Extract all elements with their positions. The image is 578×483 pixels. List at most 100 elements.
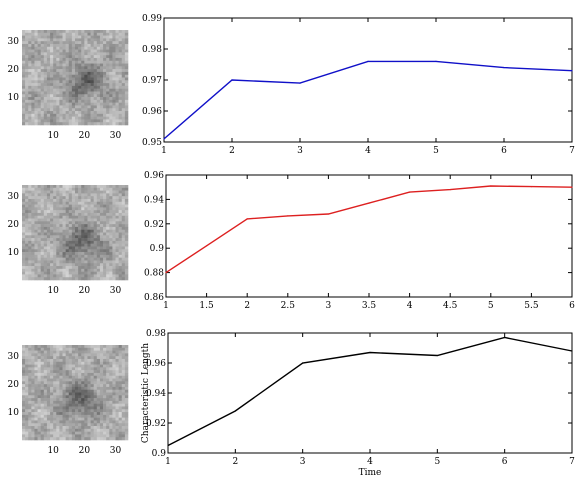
heatmap-cell [87,406,91,410]
heatmap-cell [68,85,73,89]
heatmap-cell [87,38,91,42]
heatmap-cell [118,94,123,98]
heatmap-cell [25,423,29,427]
heatmap-cell [96,249,101,253]
heatmap-cell [31,63,35,67]
heatmap-cell [78,423,82,427]
heatmap-cell [59,212,63,217]
heatmap-cell [81,364,85,368]
heatmap-cell [28,277,32,281]
heatmap-cell [43,266,48,270]
heatmap-cell [109,85,113,89]
heatmap-cell [124,420,129,424]
heatmap-cell [78,46,82,50]
heatmap-cell [115,207,119,211]
heatmap-cell [46,210,51,214]
heatmap-cell [124,403,129,407]
heatmap-cell [37,85,42,89]
heatmap-cell [43,60,48,64]
heatmap-cell [56,364,60,368]
heatmap-cell [115,400,119,404]
heatmap-cell [121,434,126,438]
heatmap-cell [34,49,38,53]
heatmap-cell [84,193,88,197]
heatmap-cell [112,364,116,368]
heatmap-cell [43,99,48,103]
heatmap-cell [37,428,42,432]
heatmap-cell [118,243,123,247]
heatmap-cell [109,378,113,382]
heatmap-cell [46,221,51,225]
heatmap-cell [28,400,32,404]
heatmap-cell [121,277,126,281]
heatmap-cell [56,94,60,98]
heatmap-cell [71,381,76,385]
heatmap-cell [59,49,63,53]
heatmap-cell [96,30,101,34]
heatmap-cell [56,235,60,239]
heatmap-cell [56,55,60,59]
heatmap-cell [59,218,63,222]
heatmap-cell [28,232,32,236]
heatmap-cell [34,91,38,95]
heatmap-cell [75,249,79,253]
heatmap-cell [46,185,51,189]
heatmap-cell [112,235,116,239]
heatmap-cell [34,196,38,200]
heatmap-cell [65,111,70,115]
heatmap-cell [62,358,66,363]
heatmap-cell [53,358,57,363]
heatmap-cell [22,221,26,225]
heatmap-cell [68,356,73,360]
heatmap-cell [68,43,73,48]
heatmap-cell [99,414,104,418]
heatmap-cell [68,232,73,236]
heatmap-cell [78,232,82,236]
heatmap-cell [75,238,79,242]
heatmap-cell [56,420,60,424]
x-tick-label: 1 [161,146,167,156]
heatmap-cell [53,218,57,222]
heatmap-cell [109,358,113,363]
heatmap-cell [115,240,119,244]
heatmap-cell [84,57,88,62]
heatmap-cell [25,238,29,242]
heatmap-x-tick-label: 30 [110,446,122,456]
plot-frame [163,17,573,143]
heatmap-cell [28,226,32,230]
heatmap-cell [46,94,51,98]
heatmap-x-tick-label: 30 [110,131,122,141]
heatmap-cell [87,60,91,64]
heatmap-cell [31,367,35,371]
heatmap-cell [112,378,116,382]
heatmap-cell [90,375,95,379]
heatmap-cell [118,263,123,267]
heatmap-cell [81,254,85,258]
heatmap-cell [71,108,76,112]
heatmap-cell [56,108,60,112]
heatmap-cell [50,52,54,56]
heatmap-cell [25,232,29,236]
heatmap-cell [124,32,129,36]
heatmap-cell [53,201,57,205]
heatmap-cell [31,46,35,50]
heatmap-cell [43,372,48,377]
heatmap-cell [40,210,45,214]
heatmap-cell [53,372,57,377]
heatmap-cell [46,235,51,239]
heatmap-cell [75,30,79,34]
heatmap-cell [96,414,101,418]
heatmap-cell [65,361,70,365]
heatmap-cell [31,52,35,56]
heatmap-cell [53,212,57,217]
heatmap-cell [87,94,91,98]
heatmap-cell [25,226,29,230]
x-tick-label: 7 [569,457,575,467]
heatmap-cell [115,97,119,101]
data-point [299,82,301,84]
heatmap-cell [75,229,79,233]
heatmap-cell [25,38,29,42]
heatmap-cell [93,46,98,50]
heatmap-cell [40,207,45,211]
heatmap-cell [62,221,66,225]
